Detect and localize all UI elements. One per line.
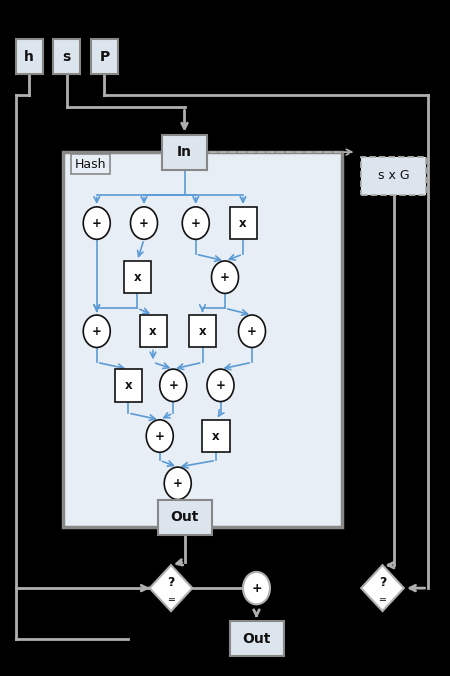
Ellipse shape <box>83 315 110 347</box>
Text: x: x <box>239 216 247 230</box>
Text: +: + <box>216 379 225 392</box>
Text: P: P <box>99 50 109 64</box>
Text: +: + <box>139 216 149 230</box>
Text: +: + <box>247 324 257 338</box>
FancyBboxPatch shape <box>158 500 212 535</box>
Text: Hash: Hash <box>74 158 106 170</box>
Text: +: + <box>168 379 178 392</box>
Text: +: + <box>92 324 102 338</box>
Text: ?: ? <box>379 576 386 589</box>
Polygon shape <box>149 565 193 611</box>
Text: s x G: s x G <box>378 169 410 183</box>
Text: ═: ═ <box>168 596 174 605</box>
FancyBboxPatch shape <box>140 315 166 347</box>
Ellipse shape <box>146 420 173 452</box>
Text: +: + <box>173 477 183 490</box>
Polygon shape <box>361 565 404 611</box>
Ellipse shape <box>212 261 239 293</box>
Text: In: In <box>177 145 192 159</box>
FancyBboxPatch shape <box>361 157 427 195</box>
Text: ?: ? <box>167 576 175 589</box>
Text: ═: ═ <box>379 596 386 605</box>
Ellipse shape <box>83 207 110 239</box>
Text: +: + <box>191 216 201 230</box>
FancyBboxPatch shape <box>230 621 284 656</box>
Ellipse shape <box>182 207 209 239</box>
Text: s: s <box>63 50 71 64</box>
Text: Out: Out <box>170 510 199 524</box>
FancyBboxPatch shape <box>202 420 230 452</box>
FancyBboxPatch shape <box>230 207 256 239</box>
Text: x: x <box>125 379 132 392</box>
Text: +: + <box>92 216 102 230</box>
FancyBboxPatch shape <box>115 369 142 402</box>
Text: +: + <box>155 429 165 443</box>
FancyBboxPatch shape <box>124 261 151 293</box>
Ellipse shape <box>243 572 270 604</box>
Text: x: x <box>149 324 157 338</box>
FancyBboxPatch shape <box>63 152 342 527</box>
Ellipse shape <box>160 369 187 402</box>
FancyBboxPatch shape <box>53 39 80 74</box>
Ellipse shape <box>207 369 234 402</box>
FancyBboxPatch shape <box>189 315 216 347</box>
FancyBboxPatch shape <box>91 39 118 74</box>
Text: x: x <box>212 429 220 443</box>
Text: h: h <box>24 50 34 64</box>
FancyBboxPatch shape <box>162 135 207 170</box>
Ellipse shape <box>164 467 191 500</box>
Text: Out: Out <box>242 632 271 646</box>
Text: x: x <box>134 270 141 284</box>
Text: +: + <box>220 270 230 284</box>
FancyBboxPatch shape <box>16 39 43 74</box>
Text: +: + <box>251 581 262 595</box>
Text: x: x <box>199 324 206 338</box>
Ellipse shape <box>130 207 158 239</box>
Ellipse shape <box>238 315 266 347</box>
